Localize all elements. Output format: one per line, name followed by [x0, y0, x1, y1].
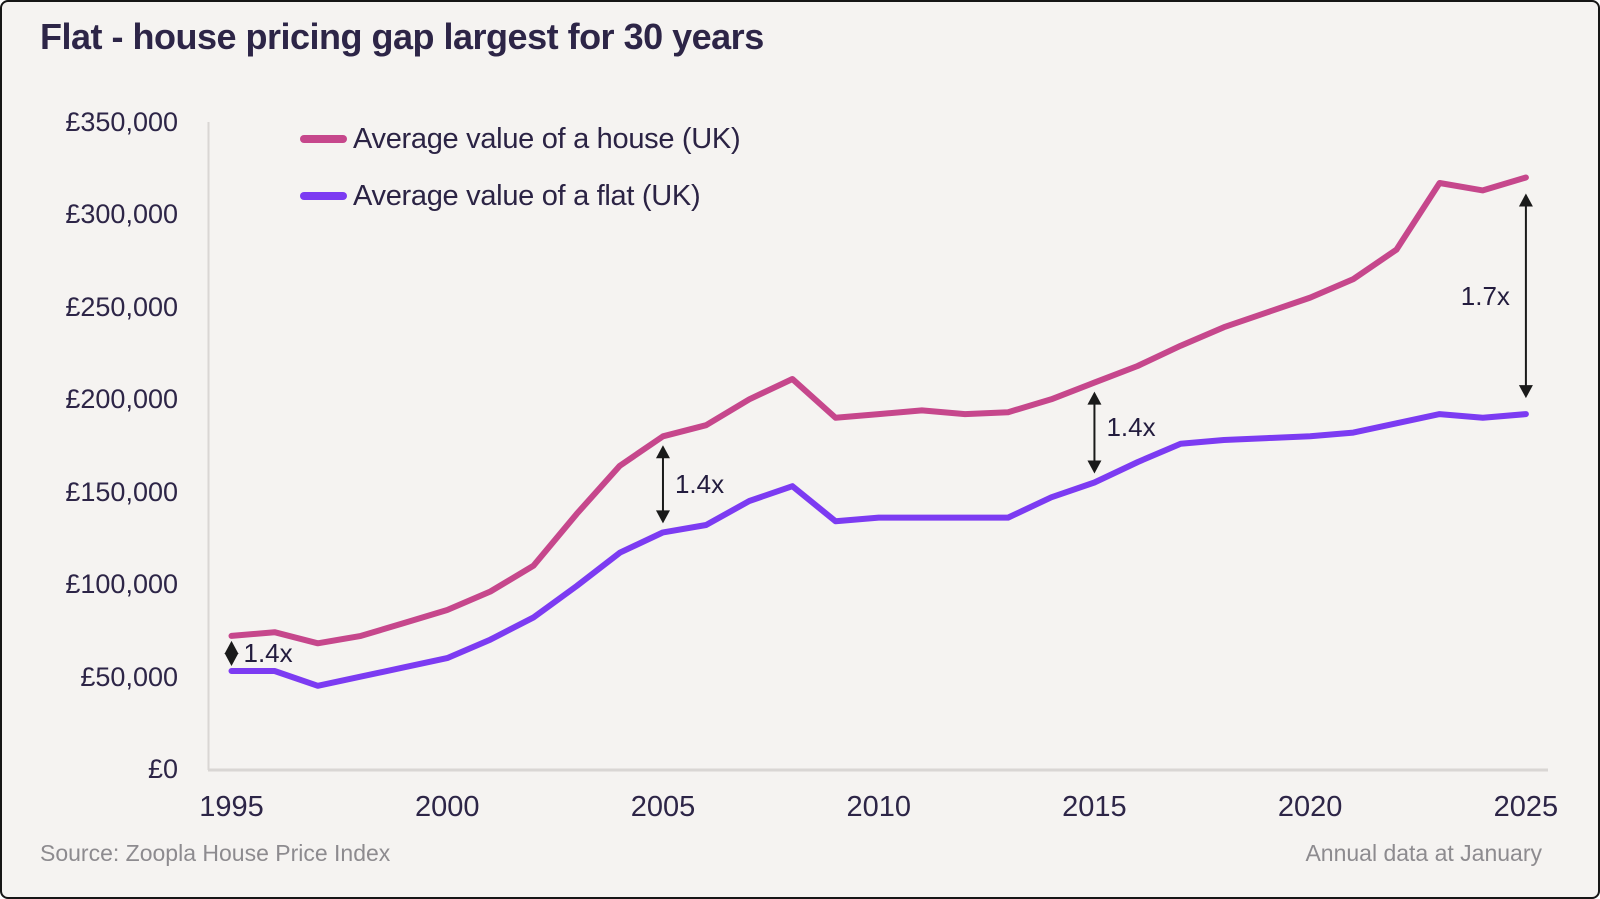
- arrow-up-head-icon: [1087, 391, 1102, 405]
- y-tick-label: £100,000: [65, 569, 178, 600]
- arrow-up-head-icon: [655, 445, 670, 459]
- x-tick-label: 1995: [199, 791, 264, 823]
- annotation-arrows: [224, 193, 1533, 667]
- source-note: Source: Zoopla House Price Index: [40, 840, 391, 866]
- ratio-annotation-label: 1.7x: [1460, 280, 1510, 311]
- arrow-down-head-icon: [1087, 460, 1102, 474]
- arrow-up-head-icon: [224, 640, 239, 654]
- ratio-annotation-label: 1.4x: [1106, 411, 1156, 442]
- x-tick-label: 2020: [1277, 791, 1343, 823]
- data-frequency-note: Annual data at January: [1305, 840, 1542, 866]
- y-tick-label: £0: [147, 754, 178, 784]
- legend-item-house: Average value of a house (UK): [300, 122, 741, 156]
- arrow-down-head-icon: [1518, 385, 1533, 399]
- x-tick-label: 2000: [414, 791, 480, 823]
- ratio-annotation-label: 1.4x: [674, 469, 725, 500]
- series-line-flat: [228, 411, 1529, 689]
- arrow-down-head-icon: [224, 653, 239, 667]
- y-tick-label: £300,000: [65, 199, 178, 230]
- x-tick-label: 2025: [1493, 791, 1559, 823]
- arrow-up-head-icon: [1518, 193, 1533, 207]
- y-tick-label: £200,000: [65, 384, 178, 415]
- y-tick-label: £350,000: [65, 107, 178, 137]
- axes: [207, 122, 1548, 772]
- x-tick-label: 2005: [630, 791, 696, 823]
- legend-item-flat: Average value of a flat (UK): [300, 179, 701, 213]
- ratio-annotation-label: 1.4x: [243, 638, 293, 669]
- x-tick-label: 2015: [1062, 791, 1127, 823]
- flat-line-swatch-icon: [300, 192, 347, 200]
- series-line-house: [228, 174, 1529, 647]
- legend-label-flat: Average value of a flat (UK): [353, 179, 701, 212]
- page-title: Flat - house pricing gap largest for 30 …: [40, 16, 764, 57]
- arrow-down-head-icon: [655, 510, 670, 524]
- y-tick-label: £50,000: [80, 661, 178, 692]
- legend-label-house: Average value of a house (UK): [353, 122, 741, 155]
- house-line-swatch-icon: [300, 135, 347, 143]
- y-tick-label: £150,000: [65, 476, 178, 507]
- x-tick-label: 2010: [846, 791, 911, 823]
- y-tick-label: £250,000: [65, 291, 178, 322]
- series-lines: [228, 174, 1529, 689]
